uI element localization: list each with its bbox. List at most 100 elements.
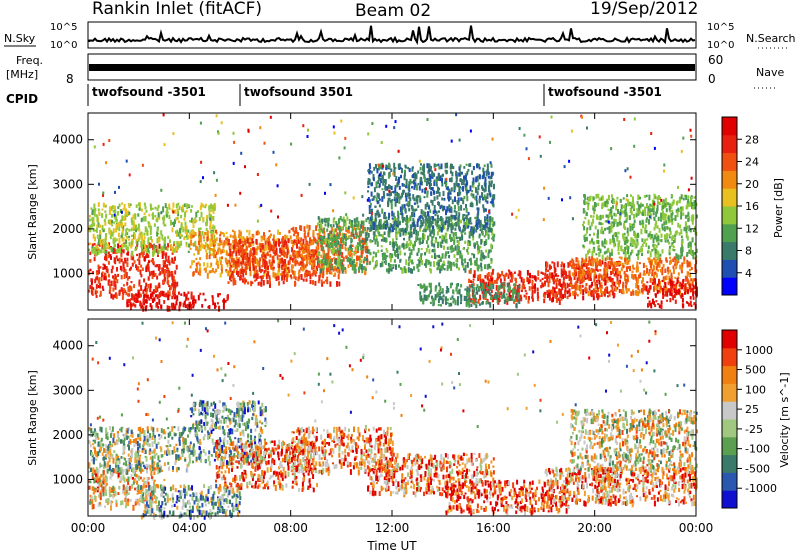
range-cell <box>474 216 477 219</box>
range-cell <box>679 290 682 297</box>
range-cell <box>597 229 599 236</box>
range-cell <box>369 202 372 206</box>
range-cell <box>192 218 195 224</box>
range-cell <box>354 228 357 234</box>
range-cell <box>153 223 156 227</box>
range-cell <box>473 227 476 230</box>
range-cell <box>460 253 463 256</box>
range-cell <box>492 223 495 228</box>
range-cell <box>426 163 429 169</box>
range-cell <box>97 202 100 207</box>
range-cell <box>472 283 475 286</box>
range-cell <box>456 301 459 306</box>
range-cell <box>414 240 416 247</box>
range-cell <box>463 208 466 211</box>
range-cell <box>432 225 435 230</box>
range-cell <box>477 248 480 255</box>
range-cell <box>258 266 261 272</box>
range-cell <box>280 248 283 251</box>
range-cell <box>484 217 487 220</box>
range-cell <box>109 206 112 213</box>
range-cell <box>205 221 208 226</box>
range-cell <box>597 193 600 198</box>
range-cell <box>171 283 174 287</box>
range-cell <box>480 301 483 305</box>
range-cell <box>441 237 444 244</box>
range-cell <box>181 204 184 211</box>
range-cell <box>378 223 381 230</box>
range-cell <box>656 264 659 268</box>
range-cell <box>662 210 664 217</box>
range-cell <box>678 232 681 236</box>
range-cell <box>185 245 188 248</box>
range-cell <box>375 164 377 169</box>
range-cell <box>154 290 157 293</box>
freq-unit: [MHz] <box>6 68 38 81</box>
range-cell <box>411 211 413 218</box>
range-cell <box>355 263 358 268</box>
range-cell <box>185 229 188 236</box>
range-cell <box>455 217 458 220</box>
range-cell <box>351 266 354 270</box>
range-cell <box>330 230 333 235</box>
range-cell <box>479 245 482 249</box>
range-cell <box>438 217 441 222</box>
range-cell <box>331 245 334 251</box>
range-cell <box>274 252 277 255</box>
range-cell <box>238 251 241 256</box>
range-cell <box>604 201 607 208</box>
range-cell <box>409 215 412 222</box>
range-cell <box>668 233 671 237</box>
range-cell <box>457 246 460 252</box>
range-cell <box>405 197 408 202</box>
range-cell <box>336 249 339 253</box>
range-cell <box>258 242 261 249</box>
range-cell <box>639 272 642 279</box>
range-cell <box>619 275 622 279</box>
range-cell <box>155 302 158 308</box>
range-cell <box>595 274 597 279</box>
range-cell <box>295 239 298 244</box>
range-cell <box>619 279 621 284</box>
range-cell <box>189 247 192 250</box>
range-cell <box>130 281 133 284</box>
range-cell <box>547 269 550 272</box>
range-cell <box>658 263 661 268</box>
range-cell <box>431 170 434 176</box>
range-cell <box>421 215 424 219</box>
range-cell <box>503 274 506 279</box>
range-cell <box>240 240 243 244</box>
range-cell <box>256 259 259 265</box>
range-cell <box>478 182 481 186</box>
range-cell <box>320 244 323 248</box>
range-cell <box>465 163 468 166</box>
range-cell <box>472 278 475 281</box>
range-cell <box>607 295 609 298</box>
range-cell <box>631 244 634 247</box>
range-cell <box>374 218 377 222</box>
range-cell <box>420 257 422 263</box>
range-cell <box>133 213 136 216</box>
range-cell <box>644 227 647 234</box>
range-cell <box>488 263 491 269</box>
range-cell <box>317 229 320 232</box>
range-cell <box>457 183 460 186</box>
range-cell <box>158 236 161 240</box>
range-cell <box>319 240 322 245</box>
range-cell <box>327 249 330 254</box>
range-cell <box>675 260 678 266</box>
range-cell <box>194 217 197 220</box>
range-cell <box>660 259 663 264</box>
range-cell <box>408 181 411 187</box>
range-cell <box>641 280 643 284</box>
range-cell <box>139 293 142 298</box>
range-cell <box>626 259 629 265</box>
range-cell <box>140 241 143 247</box>
range-cell <box>288 259 291 265</box>
range-cell <box>356 227 359 230</box>
range-cell <box>94 291 97 295</box>
range-cell <box>248 239 251 245</box>
range-cell <box>332 241 334 246</box>
range-cell <box>453 188 456 193</box>
range-cell <box>372 251 375 255</box>
